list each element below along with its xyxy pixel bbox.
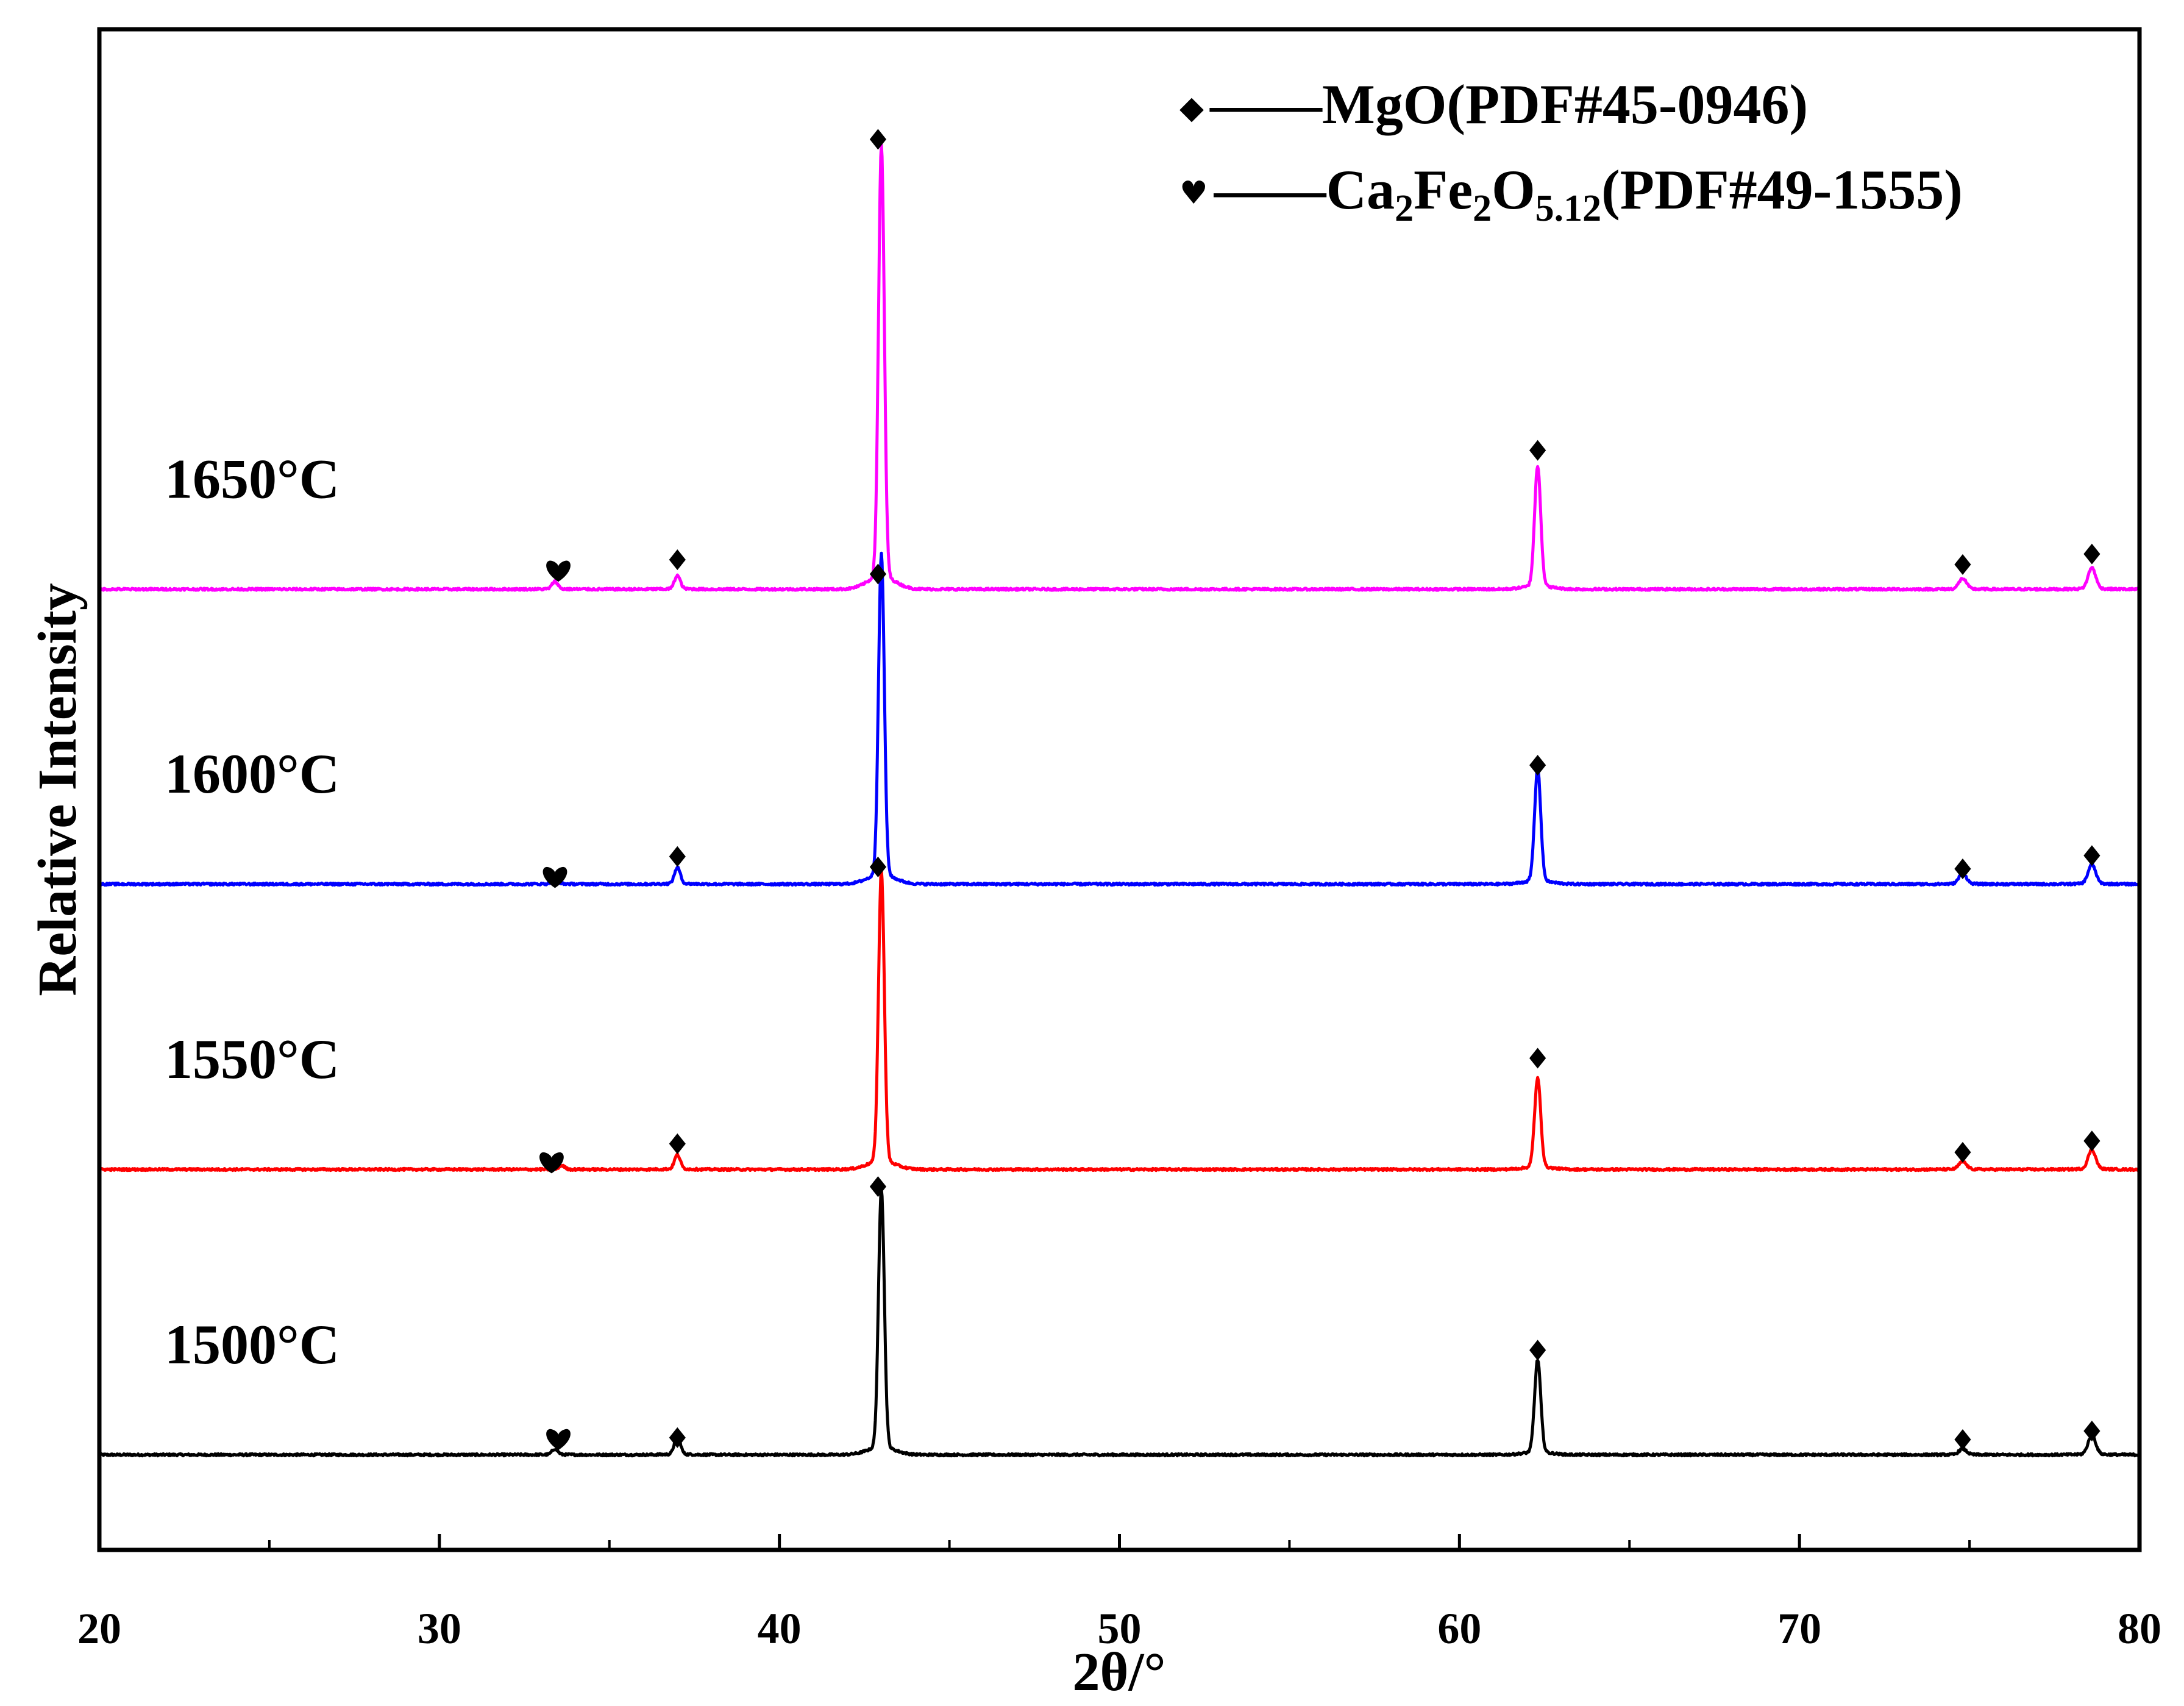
x-tick-label: 70 xyxy=(1777,1604,1821,1653)
diamond-marker xyxy=(869,129,887,150)
legend-label-part: (PDF#49-1555) xyxy=(1601,159,1963,221)
x-tick-label: 60 xyxy=(1437,1604,1481,1653)
legend-dash: —— xyxy=(1209,73,1323,135)
series-line-1650 xyxy=(98,143,2141,592)
diamond-marker xyxy=(2083,1130,2100,1152)
series-line-1550 xyxy=(98,868,2141,1172)
diamond-marker xyxy=(669,549,686,571)
legend-label-part: Fe xyxy=(1414,159,1473,221)
legend-entry-mgo: ◆ ——MgO(PDF#45-0946) xyxy=(1179,73,1808,135)
x-axis-tick-labels: 20 30 40 50 60 70 80 xyxy=(77,1604,2161,1653)
x-tick-label: 80 xyxy=(2118,1604,2161,1653)
diamond-marker xyxy=(669,1427,686,1448)
heart-marker xyxy=(542,866,567,888)
x-tick-label: 50 xyxy=(1098,1604,1142,1653)
legend-label-subscript: 5.12 xyxy=(1535,188,1602,229)
legend-label-part: O xyxy=(1492,159,1535,221)
diamond-marker xyxy=(1529,440,1546,461)
diamond-marker xyxy=(869,856,887,877)
x-tick-label: 30 xyxy=(418,1604,461,1653)
diamond-marker xyxy=(869,563,887,585)
heart-marker xyxy=(539,1152,564,1174)
diamond-marker xyxy=(2083,543,2100,565)
diamond-marker xyxy=(1529,1048,1546,1069)
diamond-marker xyxy=(1529,1340,1546,1361)
diamond-marker xyxy=(1954,554,1971,575)
series-labels: 1500°C 1550°C 1600°C 1650°C xyxy=(165,448,340,1376)
y-axis-title: Relative Intensity xyxy=(27,583,88,996)
series-line-1500 xyxy=(98,1188,2141,1458)
legend-label-subscript: 2 xyxy=(1473,188,1492,229)
diamond-marker xyxy=(869,1176,887,1197)
diamond-marker xyxy=(1529,755,1546,776)
legend-label-part: Ca xyxy=(1326,159,1395,221)
legend-label-subscript: 2 xyxy=(1395,188,1414,229)
series-line-1600 xyxy=(98,551,2141,887)
legend: ◆ ——MgO(PDF#45-0946) ♥ ——Ca2Fe2O5.12(PDF#4… xyxy=(1179,73,1963,229)
series-label: 1600°C xyxy=(165,743,340,805)
x-tick-label: 20 xyxy=(77,1604,121,1653)
legend-label-mgo: MgO(PDF#45-0946) xyxy=(1322,73,1808,135)
diamond-marker xyxy=(669,1133,686,1154)
diamond-marker xyxy=(2083,845,2100,866)
svg-text:◆——MgO(PDF#45-0946): ◆ ——MgO(PDF#45-0946) xyxy=(1179,73,1808,135)
x-axis-title: 2θ/° xyxy=(1073,1642,1166,1702)
x-axis-ticks xyxy=(98,1534,2141,1550)
series-label: 1650°C xyxy=(165,448,340,510)
diamond-marker xyxy=(1954,858,1971,880)
heart-marker xyxy=(546,1429,571,1451)
x-tick-label: 40 xyxy=(758,1604,802,1653)
svg-text:♥——Ca2Fe2O5.12(PDF#49-1555): ♥ ——Ca2Fe2O5.12(PDF#49-1555) xyxy=(1179,159,1963,229)
heart-marker xyxy=(546,560,571,582)
legend-dash: —— xyxy=(1214,159,1327,221)
heart-icon: ♥ xyxy=(1179,175,1208,212)
legend-entry-ca2fe2o5: ♥ ——Ca2Fe2O5.12(PDF#49-1555) xyxy=(1179,159,1963,229)
marker-layer xyxy=(539,129,2100,1451)
diamond-marker xyxy=(2083,1421,2100,1441)
diamond-icon: ◆ xyxy=(1179,90,1204,126)
diamond-marker xyxy=(669,846,686,867)
diamond-marker xyxy=(1954,1429,1971,1451)
diamond-marker xyxy=(1954,1141,1971,1163)
series-label: 1550°C xyxy=(165,1028,340,1090)
series-label: 1500°C xyxy=(165,1313,340,1376)
series-layer xyxy=(98,143,2141,1458)
